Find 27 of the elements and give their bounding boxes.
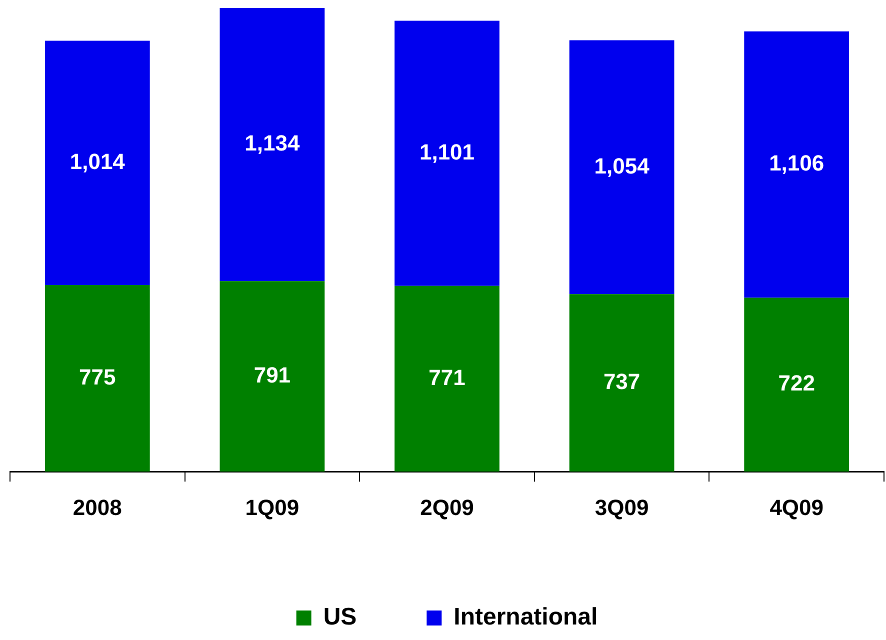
bar xyxy=(394,20,500,286)
bar xyxy=(744,31,850,298)
bar xyxy=(220,281,325,472)
x-tick-label: 2Q09 xyxy=(420,494,474,520)
data-label: 791 xyxy=(254,362,291,388)
data-label: 1,106 xyxy=(769,150,824,176)
bar xyxy=(569,40,674,294)
data-label: 1,014 xyxy=(70,148,126,174)
bar xyxy=(44,284,150,472)
bar xyxy=(220,8,325,282)
x-tick-label: 3Q09 xyxy=(594,494,649,520)
x-tick-label: 1Q09 xyxy=(245,494,300,520)
data-label: 1,134 xyxy=(244,130,300,156)
x-tick-label: 2008 xyxy=(72,494,122,520)
data-label: 722 xyxy=(778,370,815,396)
legend-label: US xyxy=(323,604,357,631)
data-label: 1,054 xyxy=(594,153,650,178)
bar xyxy=(744,298,850,472)
data-label: 771 xyxy=(428,364,466,390)
legend-label: International xyxy=(454,604,598,631)
x-tick-label: 4Q09 xyxy=(770,494,824,520)
data-label: 1,101 xyxy=(419,139,475,164)
data-label: 737 xyxy=(603,368,640,394)
bar xyxy=(44,40,150,285)
bar xyxy=(569,294,674,472)
data-label: 775 xyxy=(79,364,116,390)
bar xyxy=(394,286,500,472)
